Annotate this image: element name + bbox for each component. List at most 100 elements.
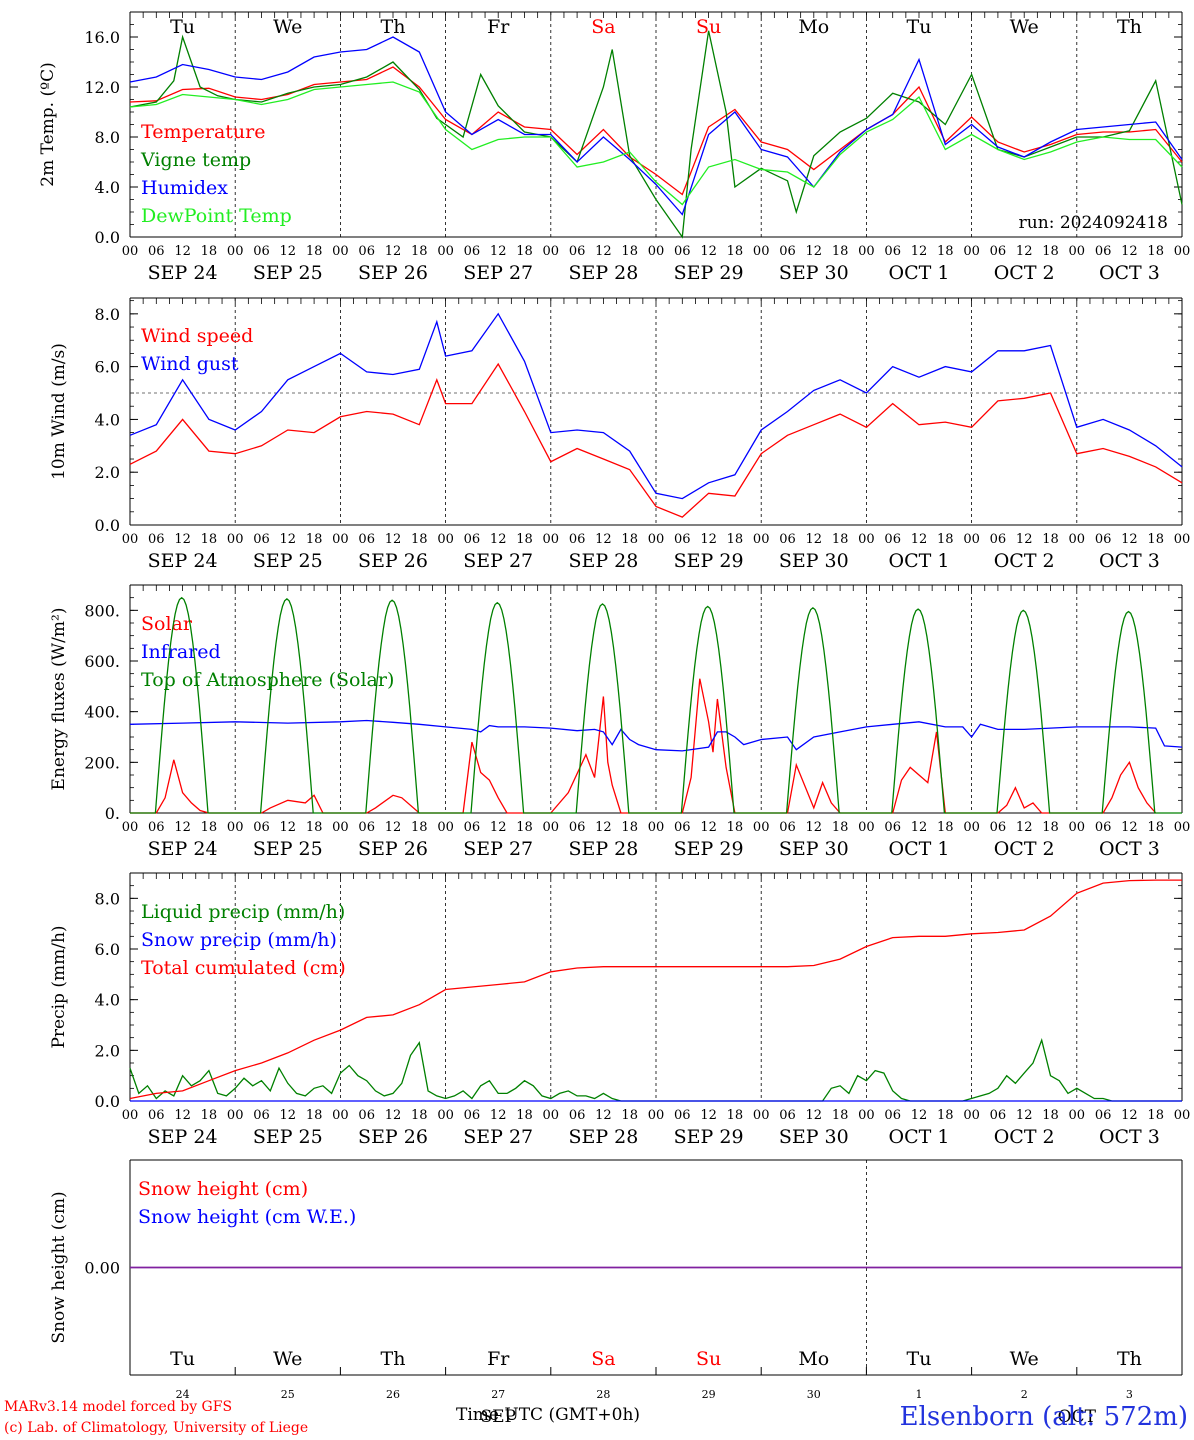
y-tick-label: 6.0 xyxy=(95,358,120,377)
hour-tick-label: 18 xyxy=(832,1108,849,1123)
hour-tick-label: 06 xyxy=(1095,244,1112,259)
hour-tick-label: 18 xyxy=(621,820,638,835)
y-axis-label: Snow height (cm) xyxy=(49,1191,69,1343)
y-axis-label: Energy fluxes (W/m²) xyxy=(49,608,69,791)
series-dewpoint-temp xyxy=(129,81,1183,206)
hour-tick-label: 18 xyxy=(411,820,428,835)
hour-tick-label: 00 xyxy=(753,820,770,835)
time-axis-label: Time UTC (GMT+0h) xyxy=(456,1405,641,1425)
y-tick-label: 16.0 xyxy=(84,28,120,47)
y-tick-label: 400. xyxy=(84,703,120,722)
station-label: Elsenborn (alt: 572m) xyxy=(899,1402,1188,1432)
hour-tick-label: 00 xyxy=(543,1108,560,1123)
hour-tick-label: 00 xyxy=(122,244,139,259)
date-label: OCT 2 xyxy=(994,262,1055,284)
weekday-label: We xyxy=(1010,1348,1039,1370)
hour-tick-label: 12 xyxy=(806,820,823,835)
hour-tick-label: 18 xyxy=(832,820,849,835)
hour-tick-label: 18 xyxy=(621,532,638,547)
legend-entry: Infrared xyxy=(141,641,221,663)
hour-tick-label: 12 xyxy=(806,532,823,547)
hour-tick-label: 12 xyxy=(385,244,402,259)
hour-tick-label: 06 xyxy=(358,532,375,547)
hour-tick-label: 12 xyxy=(911,820,928,835)
weekday-label: Th xyxy=(381,1348,406,1370)
hour-tick-label: 00 xyxy=(963,244,980,259)
hour-tick-label: 00 xyxy=(332,1108,349,1123)
hour-tick-label: 00 xyxy=(227,1108,244,1123)
weekday-label: Tu xyxy=(170,16,195,38)
hour-tick-label: 18 xyxy=(516,532,533,547)
hour-tick-label: 18 xyxy=(1042,820,1059,835)
y-tick-label: 4.0 xyxy=(95,178,120,197)
hour-tick-label: 06 xyxy=(569,1108,586,1123)
date-label: OCT 3 xyxy=(1099,1126,1160,1148)
legend-entry: Top of Atmosphere (Solar) xyxy=(141,669,394,691)
hour-tick-label: 00 xyxy=(227,532,244,547)
hour-tick-label: 18 xyxy=(411,244,428,259)
hour-tick-label: 06 xyxy=(358,244,375,259)
hour-tick-label: 06 xyxy=(148,820,165,835)
date-label: OCT 2 xyxy=(994,1126,1055,1148)
hour-tick-label: 12 xyxy=(280,244,297,259)
hour-tick-label: 12 xyxy=(1121,532,1138,547)
hour-tick-label: 12 xyxy=(1016,820,1033,835)
legend-entry: Snow height (cm) xyxy=(138,1178,308,1200)
hour-tick-label: 12 xyxy=(595,244,612,259)
hour-tick-label: 18 xyxy=(727,820,744,835)
hour-tick-label: 06 xyxy=(358,820,375,835)
panel-precip: 0.0 2.0 4.0 6.0 8.0 Precip (mm/h) Liquid preci… xyxy=(49,872,1190,1148)
hour-tick-label: 18 xyxy=(306,532,323,547)
copyright-credit: (c) Lab. of Climatology, University of L… xyxy=(4,1420,309,1436)
hour-tick-label: 00 xyxy=(648,244,665,259)
date-label: SEP 28 xyxy=(568,550,638,572)
y-tick-label: 8.0 xyxy=(95,128,120,147)
hour-tick-label: 12 xyxy=(174,1108,191,1123)
y-tick-label: 0.0 xyxy=(95,516,120,535)
hour-tick-label: 18 xyxy=(201,820,218,835)
hour-tick-label: 06 xyxy=(674,532,691,547)
hour-tick-label: 06 xyxy=(674,244,691,259)
panel-energy: 0. 200. 400. 600. 800. Energy fluxes (W/m²) So… xyxy=(49,584,1190,860)
day-number-label: 1 xyxy=(916,1388,923,1401)
hour-tick-label: 18 xyxy=(1147,820,1164,835)
y-tick-label: 200. xyxy=(84,753,120,772)
weekday-label: We xyxy=(273,1348,302,1370)
y-tick-label: 4.0 xyxy=(95,410,120,429)
hour-tick-label: 12 xyxy=(490,1108,507,1123)
panel-temperature: 0.0 4.0 8.0 12.0 16.0 2m Temp. (ºC) Temperatur… xyxy=(38,11,1190,284)
hour-tick-label: 00 xyxy=(122,1108,139,1123)
hour-tick-label: 06 xyxy=(674,820,691,835)
hour-tick-label: 18 xyxy=(937,532,954,547)
weekday-label: We xyxy=(273,16,302,38)
hour-tick-label: 12 xyxy=(1121,244,1138,259)
hour-tick-label: 18 xyxy=(306,244,323,259)
hour-tick-label: 00 xyxy=(543,244,560,259)
hour-tick-label: 00 xyxy=(858,820,875,835)
date-label: SEP 27 xyxy=(463,838,533,860)
legend-entry: Vigne temp xyxy=(140,149,251,171)
hour-tick-label: 00 xyxy=(963,532,980,547)
y-axis-label: 2m Temp. (ºC) xyxy=(38,62,58,187)
hour-tick-label: 00 xyxy=(963,820,980,835)
date-label: SEP 29 xyxy=(674,1126,744,1148)
hour-tick-label: 18 xyxy=(727,532,744,547)
hour-tick-label: 18 xyxy=(832,532,849,547)
hour-tick-label: 00 xyxy=(753,532,770,547)
date-label: SEP 26 xyxy=(358,550,428,572)
date-label: OCT 1 xyxy=(889,262,950,284)
hour-tick-label: 18 xyxy=(201,244,218,259)
hour-tick-label: 06 xyxy=(569,532,586,547)
hour-tick-label: 12 xyxy=(280,532,297,547)
weekday-label: Sa xyxy=(591,16,615,38)
hour-tick-label: 00 xyxy=(332,532,349,547)
hour-tick-label: 06 xyxy=(464,1108,481,1123)
weekday-label: Mo xyxy=(798,16,829,38)
hour-tick-label: 12 xyxy=(700,820,717,835)
hour-tick-label: 00 xyxy=(1069,532,1086,547)
hour-tick-label: 12 xyxy=(595,532,612,547)
hour-tick-label: 12 xyxy=(700,244,717,259)
hour-tick-label: 12 xyxy=(385,820,402,835)
date-label: SEP 24 xyxy=(148,262,218,284)
hour-tick-label: 12 xyxy=(911,1108,928,1123)
